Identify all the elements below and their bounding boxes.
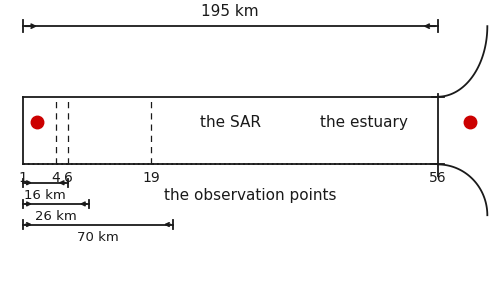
Text: the observation points: the observation points	[164, 188, 336, 203]
Text: 4: 4	[52, 171, 60, 186]
Text: 6: 6	[64, 171, 72, 186]
Text: 19: 19	[142, 171, 160, 186]
Text: 195 km: 195 km	[202, 4, 259, 19]
Text: 70 km: 70 km	[77, 231, 119, 244]
Text: 56: 56	[429, 171, 446, 186]
Text: the estuary: the estuary	[320, 115, 408, 129]
Text: 16 km: 16 km	[24, 189, 66, 202]
Text: 1: 1	[18, 171, 27, 186]
Text: the SAR: the SAR	[200, 115, 260, 129]
Text: 26 km: 26 km	[35, 210, 77, 223]
